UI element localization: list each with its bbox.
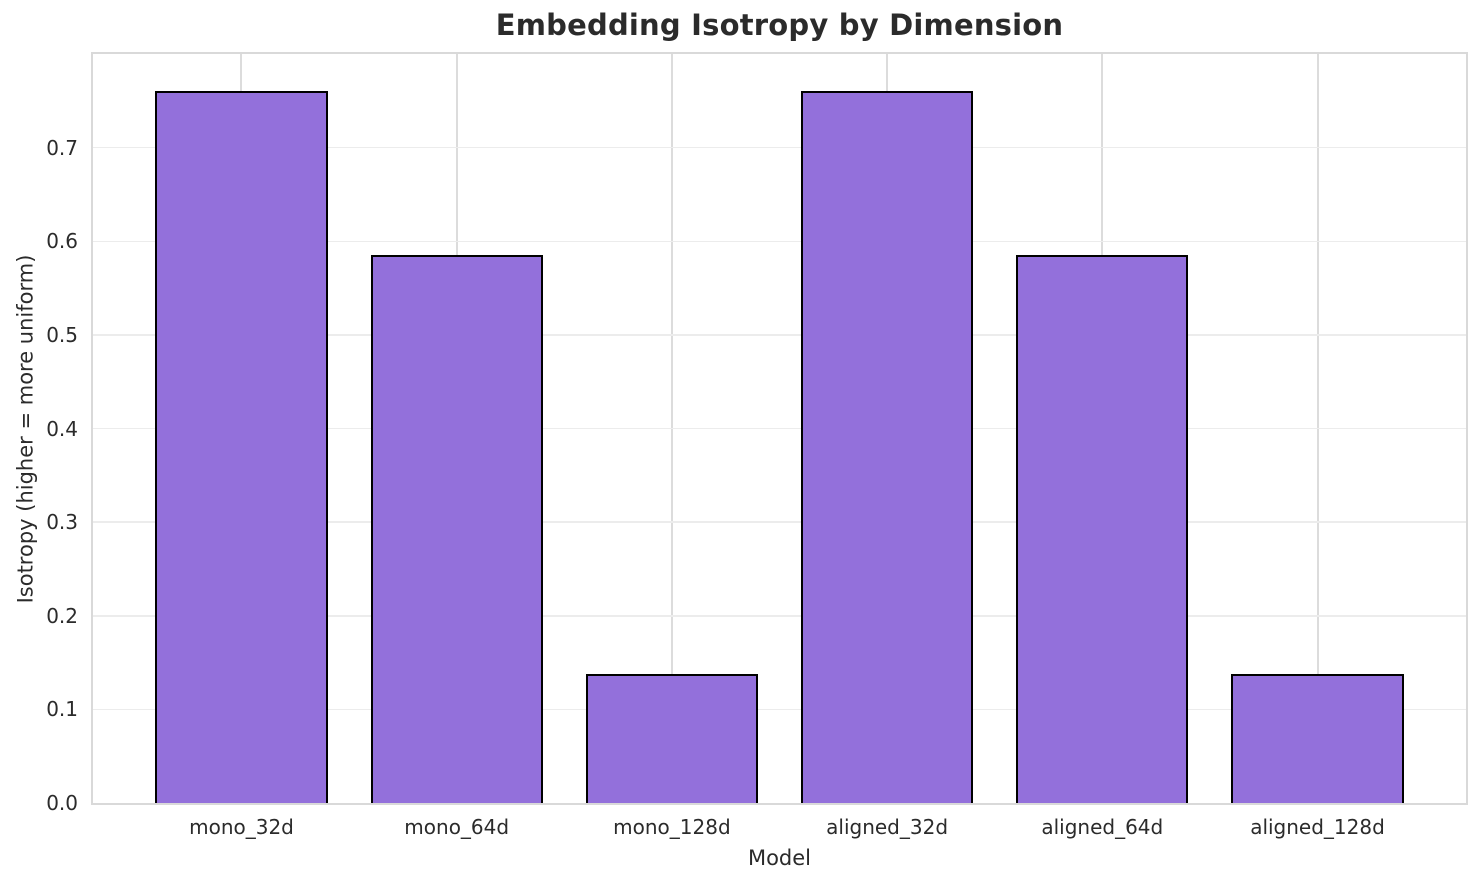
x-tick-label: aligned_128d bbox=[1250, 815, 1385, 839]
y-tick-label: 0.6 bbox=[46, 229, 78, 254]
horizontal-gridline bbox=[93, 427, 1466, 430]
horizontal-gridline bbox=[93, 521, 1466, 523]
horizontal-gridline bbox=[93, 615, 1466, 617]
bar-aligned_64d bbox=[1016, 255, 1189, 803]
bar-mono_32d bbox=[155, 90, 328, 803]
chart-title: Embedding Isotropy by Dimension bbox=[495, 8, 1064, 42]
x-tick-label: aligned_64d bbox=[1041, 815, 1164, 839]
x-tick-label: mono_64d bbox=[404, 815, 510, 839]
bar-mono_128d bbox=[585, 673, 758, 803]
horizontal-gridline bbox=[93, 146, 1466, 149]
y-tick-label: 0.0 bbox=[46, 791, 78, 815]
plot-area bbox=[91, 52, 1468, 805]
horizontal-gridline bbox=[93, 708, 1466, 711]
x-tick-label: aligned_32d bbox=[826, 815, 949, 839]
horizontal-gridline bbox=[93, 240, 1466, 242]
x-axis-label: Model bbox=[747, 846, 812, 870]
x-tick-label: mono_128d bbox=[613, 815, 731, 839]
y-tick-label: 0.2 bbox=[46, 603, 78, 628]
x-tick-label: mono_32d bbox=[189, 815, 294, 839]
bar-aligned_128d bbox=[1231, 673, 1404, 803]
y-tick-label: 0.4 bbox=[46, 416, 78, 441]
y-tick-label: 0.5 bbox=[46, 322, 78, 347]
bar-aligned_32d bbox=[801, 90, 974, 803]
horizontal-gridline bbox=[93, 334, 1466, 336]
y-tick-label: 0.1 bbox=[46, 697, 78, 722]
y-tick-label: 0.7 bbox=[46, 135, 78, 160]
y-tick-label: 0.3 bbox=[46, 510, 78, 535]
bar-mono_64d bbox=[370, 255, 543, 803]
